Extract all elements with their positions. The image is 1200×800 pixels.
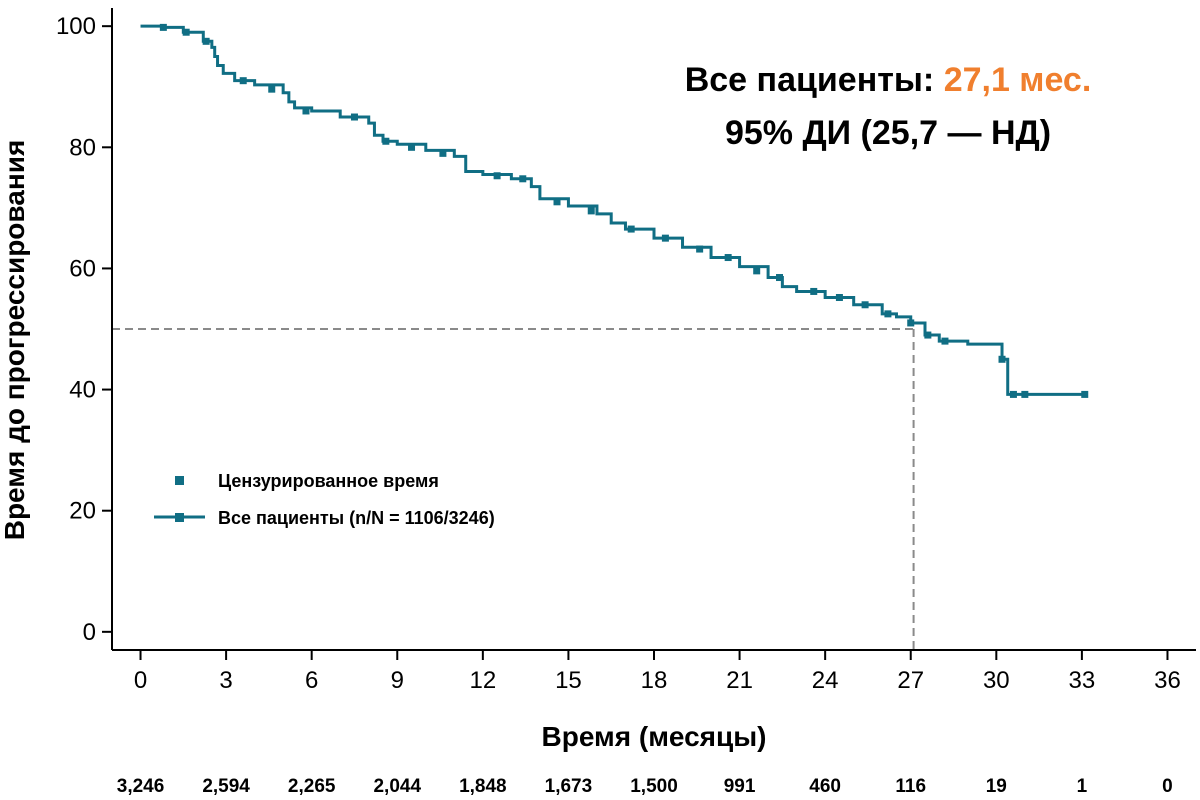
at-risk-count: 2,594 xyxy=(202,776,250,797)
x-tick-label: 9 xyxy=(391,667,404,694)
number-at-risk-row: 3,246 2,594 2,265 2,044 1,848 1,673 1,500 991 46… xyxy=(117,776,1173,797)
censored-mark xyxy=(884,310,892,318)
legend-series-label: Все пациенты (n/N = 1106/3246) xyxy=(218,508,495,528)
censored-mark xyxy=(587,207,595,215)
censored-mark xyxy=(724,254,732,262)
y-tick-label: 0 xyxy=(83,619,96,646)
at-risk-count: 991 xyxy=(724,776,756,797)
legend-censored-label: Цензурированное время xyxy=(218,471,439,491)
censored-mark xyxy=(1081,390,1089,398)
censored-mark xyxy=(776,274,784,282)
censored-mark xyxy=(439,149,447,157)
legend: Цензурированное время Все пациенты (n/N … xyxy=(154,471,495,528)
censored-mark xyxy=(182,28,190,36)
x-tick-label: 36 xyxy=(1154,667,1181,694)
annotation-median-value: 27,1 мес. xyxy=(944,61,1092,99)
y-tick-label: 40 xyxy=(69,377,96,404)
censored-mark xyxy=(408,143,416,151)
x-tick-label: 0 xyxy=(134,667,147,694)
censored-mark xyxy=(998,355,1006,363)
x-tick-label: 30 xyxy=(983,667,1010,694)
y-axis: 0 20 40 60 80 100 xyxy=(56,8,113,650)
censored-mark xyxy=(1021,390,1029,398)
y-tick-label: 100 xyxy=(56,13,96,40)
censored-mark xyxy=(382,137,390,145)
at-risk-count: 460 xyxy=(809,776,841,797)
y-axis-title: Время до прогрессирования xyxy=(0,140,30,541)
y-tick-label: 80 xyxy=(69,134,96,161)
legend-series-marker xyxy=(175,513,184,522)
annotation-prefix: Все пациенты: xyxy=(685,61,944,99)
censored-mark xyxy=(302,107,310,115)
annotation-line-1: Все пациенты: 27,1 мес. xyxy=(685,61,1092,99)
censored-mark xyxy=(924,331,932,339)
x-tick-label: 3 xyxy=(219,667,232,694)
censored-mark xyxy=(696,245,704,253)
at-risk-count: 1,500 xyxy=(630,776,678,797)
annotation-line-2: 95% ДИ (25,7 — НД) xyxy=(725,114,1051,152)
x-tick-label: 6 xyxy=(305,667,318,694)
x-axis-title: Время (месяцы) xyxy=(542,721,767,752)
censored-mark xyxy=(519,175,527,183)
at-risk-count: 1,673 xyxy=(545,776,593,797)
censored-mark xyxy=(941,337,949,345)
x-tick-label: 21 xyxy=(726,667,753,694)
x-tick-label: 15 xyxy=(555,667,582,694)
y-tick-label: 60 xyxy=(69,255,96,282)
x-tick-label: 18 xyxy=(641,667,668,694)
y-tick-label: 20 xyxy=(69,498,96,525)
censored-mark xyxy=(810,287,818,295)
x-tick-label: 27 xyxy=(897,667,924,694)
at-risk-count: 19 xyxy=(986,776,1007,797)
censored-mark xyxy=(202,37,210,45)
censored-mark xyxy=(493,172,501,180)
censored-mark xyxy=(661,234,669,242)
censored-mark xyxy=(159,23,167,31)
legend-censored-marker xyxy=(175,476,184,485)
x-tick-label: 24 xyxy=(812,667,839,694)
censored-marks xyxy=(159,23,1089,398)
censored-mark xyxy=(835,294,843,302)
at-risk-count: 2,265 xyxy=(288,776,336,797)
censored-mark xyxy=(239,77,247,85)
x-tick-label: 12 xyxy=(469,667,496,694)
at-risk-count: 1 xyxy=(1077,776,1088,797)
at-risk-count: 3,246 xyxy=(117,776,165,797)
censored-mark xyxy=(861,301,869,309)
at-risk-count: 2,044 xyxy=(373,776,421,797)
at-risk-count: 1,848 xyxy=(459,776,507,797)
x-tick-label: 33 xyxy=(1069,667,1096,694)
survival-curve xyxy=(140,24,1085,396)
at-risk-count: 0 xyxy=(1162,776,1173,797)
censored-mark xyxy=(1009,390,1017,398)
censored-mark xyxy=(553,198,561,206)
x-axis: 0 3 6 9 12 15 18 21 24 27 30 33 36 xyxy=(112,649,1196,694)
censored-mark xyxy=(268,85,276,93)
median-reference-lines xyxy=(112,328,915,650)
at-risk-count: 116 xyxy=(895,776,926,797)
censored-mark xyxy=(907,319,915,327)
series-line xyxy=(140,24,1085,396)
censored-mark xyxy=(350,113,358,121)
censored-mark xyxy=(753,267,761,275)
censored-mark xyxy=(627,225,635,233)
